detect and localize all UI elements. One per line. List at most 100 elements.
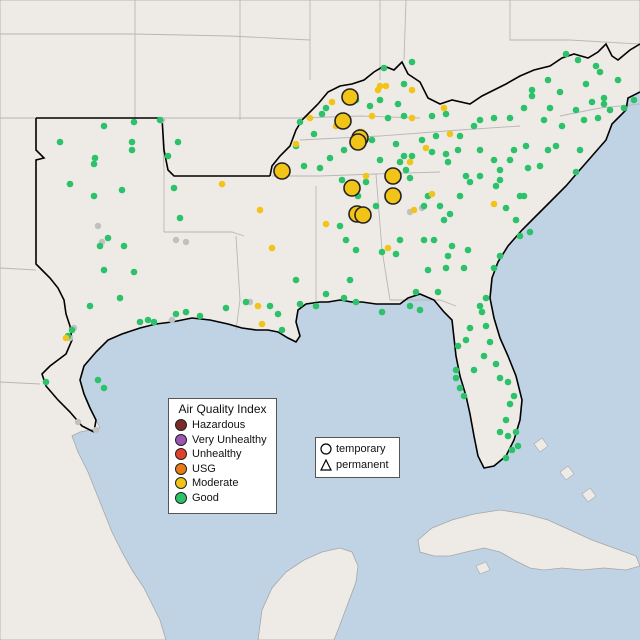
monitor-good[interactable] — [338, 176, 346, 184]
monitor-good[interactable] — [130, 268, 138, 276]
monitor-good[interactable] — [544, 146, 552, 154]
monitor-good[interactable] — [442, 150, 450, 158]
monitor-no-data[interactable] — [94, 222, 102, 230]
monitor-good[interactable] — [326, 154, 334, 162]
monitor-good[interactable] — [496, 374, 504, 382]
monitor-good[interactable] — [100, 266, 108, 274]
monitor-good[interactable] — [502, 204, 510, 212]
monitor-good[interactable] — [346, 276, 354, 284]
monitor-good[interactable] — [540, 116, 548, 124]
monitor-good[interactable] — [90, 160, 98, 168]
monitor-temporary-moderate[interactable] — [273, 162, 291, 180]
monitor-good[interactable] — [552, 142, 560, 150]
monitor-good[interactable] — [562, 50, 570, 58]
monitor-good[interactable] — [316, 164, 324, 172]
monitor-no-data[interactable] — [92, 426, 100, 434]
monitor-moderate[interactable] — [322, 220, 330, 228]
monitor-good[interactable] — [424, 266, 432, 274]
monitor-good[interactable] — [400, 112, 408, 120]
monitor-good[interactable] — [340, 146, 348, 154]
monitor-good[interactable] — [580, 116, 588, 124]
monitor-good[interactable] — [86, 302, 94, 310]
monitor-good[interactable] — [406, 302, 414, 310]
monitor-good[interactable] — [376, 156, 384, 164]
monitor-good[interactable] — [182, 308, 190, 316]
monitor-good[interactable] — [510, 146, 518, 154]
monitor-moderate[interactable] — [428, 190, 436, 198]
monitor-good[interactable] — [222, 304, 230, 312]
monitor-good[interactable] — [456, 132, 464, 140]
monitor-good[interactable] — [242, 298, 250, 306]
monitor-good[interactable] — [278, 326, 286, 334]
monitor-good[interactable] — [378, 248, 386, 256]
monitor-good[interactable] — [614, 76, 622, 84]
monitor-moderate[interactable] — [408, 114, 416, 122]
monitor-good[interactable] — [68, 326, 76, 334]
monitor-good[interactable] — [170, 184, 178, 192]
monitor-good[interactable] — [436, 202, 444, 210]
monitor-good[interactable] — [452, 374, 460, 382]
monitor-good[interactable] — [94, 376, 102, 384]
monitor-good[interactable] — [508, 446, 516, 454]
monitor-good[interactable] — [490, 156, 498, 164]
monitor-good[interactable] — [420, 236, 428, 244]
monitor-good[interactable] — [514, 442, 522, 450]
monitor-good[interactable] — [444, 158, 452, 166]
monitor-moderate[interactable] — [440, 104, 448, 112]
monitor-good[interactable] — [118, 186, 126, 194]
monitor-no-data[interactable] — [182, 238, 190, 246]
monitor-good[interactable] — [506, 114, 514, 122]
monitor-temporary-moderate[interactable] — [341, 88, 359, 106]
monitor-good[interactable] — [460, 392, 468, 400]
monitor-good[interactable] — [582, 80, 590, 88]
monitor-good[interactable] — [620, 104, 628, 112]
monitor-good[interactable] — [266, 302, 274, 310]
monitor-temporary-moderate[interactable] — [354, 206, 372, 224]
monitor-moderate[interactable] — [408, 86, 416, 94]
monitor-good[interactable] — [520, 192, 528, 200]
monitor-good[interactable] — [96, 242, 104, 250]
monitor-temporary-moderate[interactable] — [384, 187, 402, 205]
monitor-good[interactable] — [164, 152, 172, 160]
monitor-no-data[interactable] — [74, 418, 82, 426]
monitor-good[interactable] — [408, 58, 416, 66]
monitor-moderate[interactable] — [490, 200, 498, 208]
monitor-moderate[interactable] — [376, 82, 384, 90]
monitor-good[interactable] — [428, 112, 436, 120]
monitor-moderate[interactable] — [328, 98, 336, 106]
monitor-good[interactable] — [378, 308, 386, 316]
monitor-moderate[interactable] — [268, 244, 276, 252]
monitor-no-data[interactable] — [168, 316, 176, 324]
monitor-good[interactable] — [322, 104, 330, 112]
monitor-good[interactable] — [128, 138, 136, 146]
monitor-good[interactable] — [402, 166, 410, 174]
monitor-good[interactable] — [444, 252, 452, 260]
monitor-good[interactable] — [274, 310, 282, 318]
monitor-good[interactable] — [496, 252, 504, 260]
monitor-good[interactable] — [490, 264, 498, 272]
monitor-good[interactable] — [120, 242, 128, 250]
monitor-good[interactable] — [486, 338, 494, 346]
monitor-good[interactable] — [376, 96, 384, 104]
monitor-good[interactable] — [392, 140, 400, 148]
monitor-good[interactable] — [336, 222, 344, 230]
monitor-temporary-moderate[interactable] — [384, 167, 402, 185]
monitor-good[interactable] — [156, 116, 164, 124]
monitor-good[interactable] — [400, 80, 408, 88]
monitor-good[interactable] — [318, 110, 326, 118]
monitor-good[interactable] — [470, 366, 478, 374]
monitor-good[interactable] — [480, 352, 488, 360]
monitor-moderate[interactable] — [446, 130, 454, 138]
monitor-good[interactable] — [490, 114, 498, 122]
monitor-good[interactable] — [546, 104, 554, 112]
monitor-temporary-moderate[interactable] — [349, 133, 367, 151]
monitor-good[interactable] — [392, 250, 400, 258]
monitor-good[interactable] — [452, 366, 460, 374]
monitor-good[interactable] — [600, 100, 608, 108]
monitor-good[interactable] — [504, 432, 512, 440]
monitor-good[interactable] — [292, 276, 300, 284]
monitor-good[interactable] — [100, 384, 108, 392]
monitor-good[interactable] — [536, 162, 544, 170]
monitor-good[interactable] — [506, 156, 514, 164]
